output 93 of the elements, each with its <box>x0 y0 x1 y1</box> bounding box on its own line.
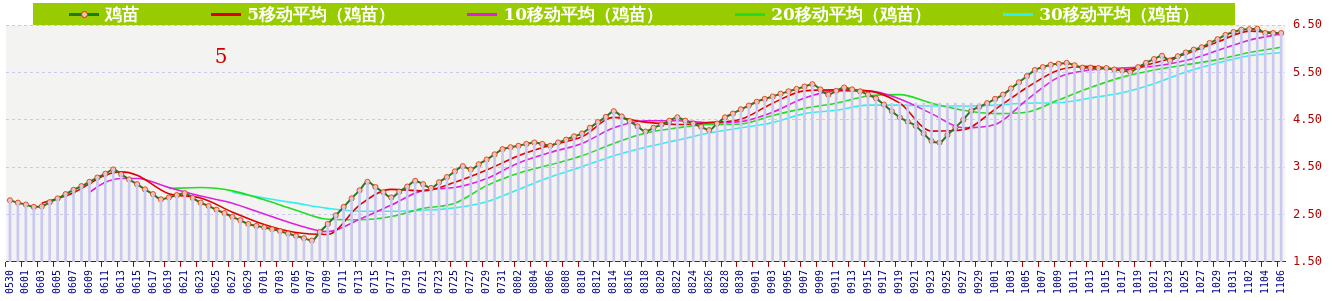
x-tick-label: 0909 <box>813 269 825 295</box>
x-tick-label: 1106 <box>1274 269 1286 295</box>
x-tick-label: 0721 <box>416 269 428 295</box>
x-tick-label: 0613 <box>114 269 126 295</box>
x-tick-label: 0913 <box>845 269 857 295</box>
x-tick-label: 0804 <box>527 269 539 295</box>
x-tick-label: 0609 <box>83 269 95 295</box>
x-tick-label: 0822 <box>670 269 682 295</box>
x-tick-label: 0816 <box>623 269 635 295</box>
y-tick-label: 4.50 <box>1293 111 1323 126</box>
x-tick-label: 1021 <box>1147 269 1159 295</box>
legend-label: 30移动平均（鸡苗） <box>1039 2 1199 26</box>
x-tick-label: 1027 <box>1195 269 1207 295</box>
x-tick-label: 0611 <box>98 269 110 295</box>
legend-label: 10移动平均（鸡苗） <box>503 2 664 26</box>
x-tick-label: 0627 <box>226 269 238 295</box>
x-tick-label: 0719 <box>400 269 412 295</box>
x-tick-label: 0810 <box>575 269 587 295</box>
x-tick-label: 0607 <box>67 269 79 295</box>
x-tick-label: 0929 <box>972 269 984 295</box>
x-tick-label: 0707 <box>305 269 317 295</box>
y-tick-label: 3.50 <box>1293 159 1323 174</box>
y-tick-label: 6.50 <box>1293 17 1323 32</box>
x-tick-label: 0723 <box>432 269 444 295</box>
x-tick-label: 1001 <box>988 269 1000 295</box>
x-tick-label: 0725 <box>448 269 460 295</box>
x-tick-label: 0617 <box>146 269 158 295</box>
x-tick-label: 0705 <box>289 269 301 295</box>
x-tick-label: 0621 <box>178 269 190 295</box>
x-tick-label: 1011 <box>1068 269 1080 295</box>
x-tick-label: 0814 <box>607 269 619 295</box>
x-tick-label: 0820 <box>655 269 667 295</box>
y-tick-label: 2.50 <box>1293 206 1323 221</box>
legend-label: 5移动平均（鸡苗） <box>247 2 396 26</box>
x-tick-label: 0830 <box>734 269 746 295</box>
x-tick-label: 1009 <box>1052 269 1064 295</box>
x-tick-label: 0907 <box>798 269 810 295</box>
x-tick-label: 0619 <box>162 269 174 295</box>
x-tick-label: 0623 <box>194 269 206 295</box>
annotation: 5 <box>214 44 228 68</box>
x-tick-label: 0917 <box>877 269 889 295</box>
x-tick-label: 0802 <box>512 269 524 295</box>
x-tick-label: 0806 <box>543 269 555 295</box>
legend-label: 20移动平均（鸡苗） <box>771 2 931 26</box>
x-tick-label: 1003 <box>1004 269 1016 295</box>
x-tick-label: 0808 <box>559 269 571 295</box>
x-tick-label: 0911 <box>829 269 841 295</box>
x-tick-label: 0828 <box>718 269 730 295</box>
x-tick-label: 0530 <box>3 269 15 295</box>
x-tick-label: 0701 <box>257 269 269 295</box>
x-tick-label: 0711 <box>337 269 349 295</box>
x-tick-label: 0901 <box>750 269 762 295</box>
x-tick-label: 0703 <box>273 269 285 295</box>
x-tick-label: 0812 <box>591 269 603 295</box>
y-tick-label: 1.50 <box>1293 254 1323 269</box>
x-tick-label: 0925 <box>941 269 953 295</box>
x-tick-label: 1023 <box>1163 269 1175 295</box>
x-tick-label: 0615 <box>130 269 142 295</box>
x-tick-label: 0927 <box>956 269 968 295</box>
x-tick-label: 1005 <box>1020 269 1032 295</box>
x-tick-label: 0923 <box>925 269 937 295</box>
x-tick-label: 0715 <box>369 269 381 295</box>
x-tick-label: 0601 <box>19 269 31 295</box>
x-tick-label: 0731 <box>496 269 508 295</box>
x-tick-label: 0625 <box>210 269 222 295</box>
x-tick-label: 1015 <box>1099 269 1111 295</box>
x-tick-label: 1104 <box>1258 269 1270 295</box>
x-tick-label: 0729 <box>480 269 492 295</box>
x-tick-label: 0903 <box>766 269 778 295</box>
x-tick-label: 0717 <box>384 269 396 295</box>
y-tick-label: 5.50 <box>1293 64 1323 79</box>
x-tick-label: 1031 <box>1227 269 1239 295</box>
x-tick-label: 0605 <box>51 269 63 295</box>
x-tick-label: 1029 <box>1211 269 1223 295</box>
x-tick-label: 1025 <box>1179 269 1191 295</box>
x-tick-label: 0818 <box>639 269 651 295</box>
x-tick-label: 0915 <box>861 269 873 295</box>
x-tick-label: 0919 <box>893 269 905 295</box>
x-tick-label: 0727 <box>464 269 476 295</box>
x-tick-label: 1102 <box>1242 269 1254 295</box>
x-tick-label: 1013 <box>1084 269 1096 295</box>
x-tick-label: 0629 <box>241 269 253 295</box>
x-tick-label: 0603 <box>35 269 47 295</box>
x-tick-label: 1007 <box>1036 269 1048 295</box>
x-tick-label: 0826 <box>702 269 714 295</box>
x-tick-label: 0905 <box>782 269 794 295</box>
legend-label: 鸡苗 <box>105 2 140 26</box>
x-tick-label: 1017 <box>1115 269 1127 295</box>
x-tick-label: 0824 <box>686 269 698 295</box>
x-tick-label: 0921 <box>909 269 921 295</box>
x-tick-label: 0713 <box>353 269 365 295</box>
x-tick-label: 1019 <box>1131 269 1143 295</box>
x-tick-label: 0709 <box>321 269 333 295</box>
